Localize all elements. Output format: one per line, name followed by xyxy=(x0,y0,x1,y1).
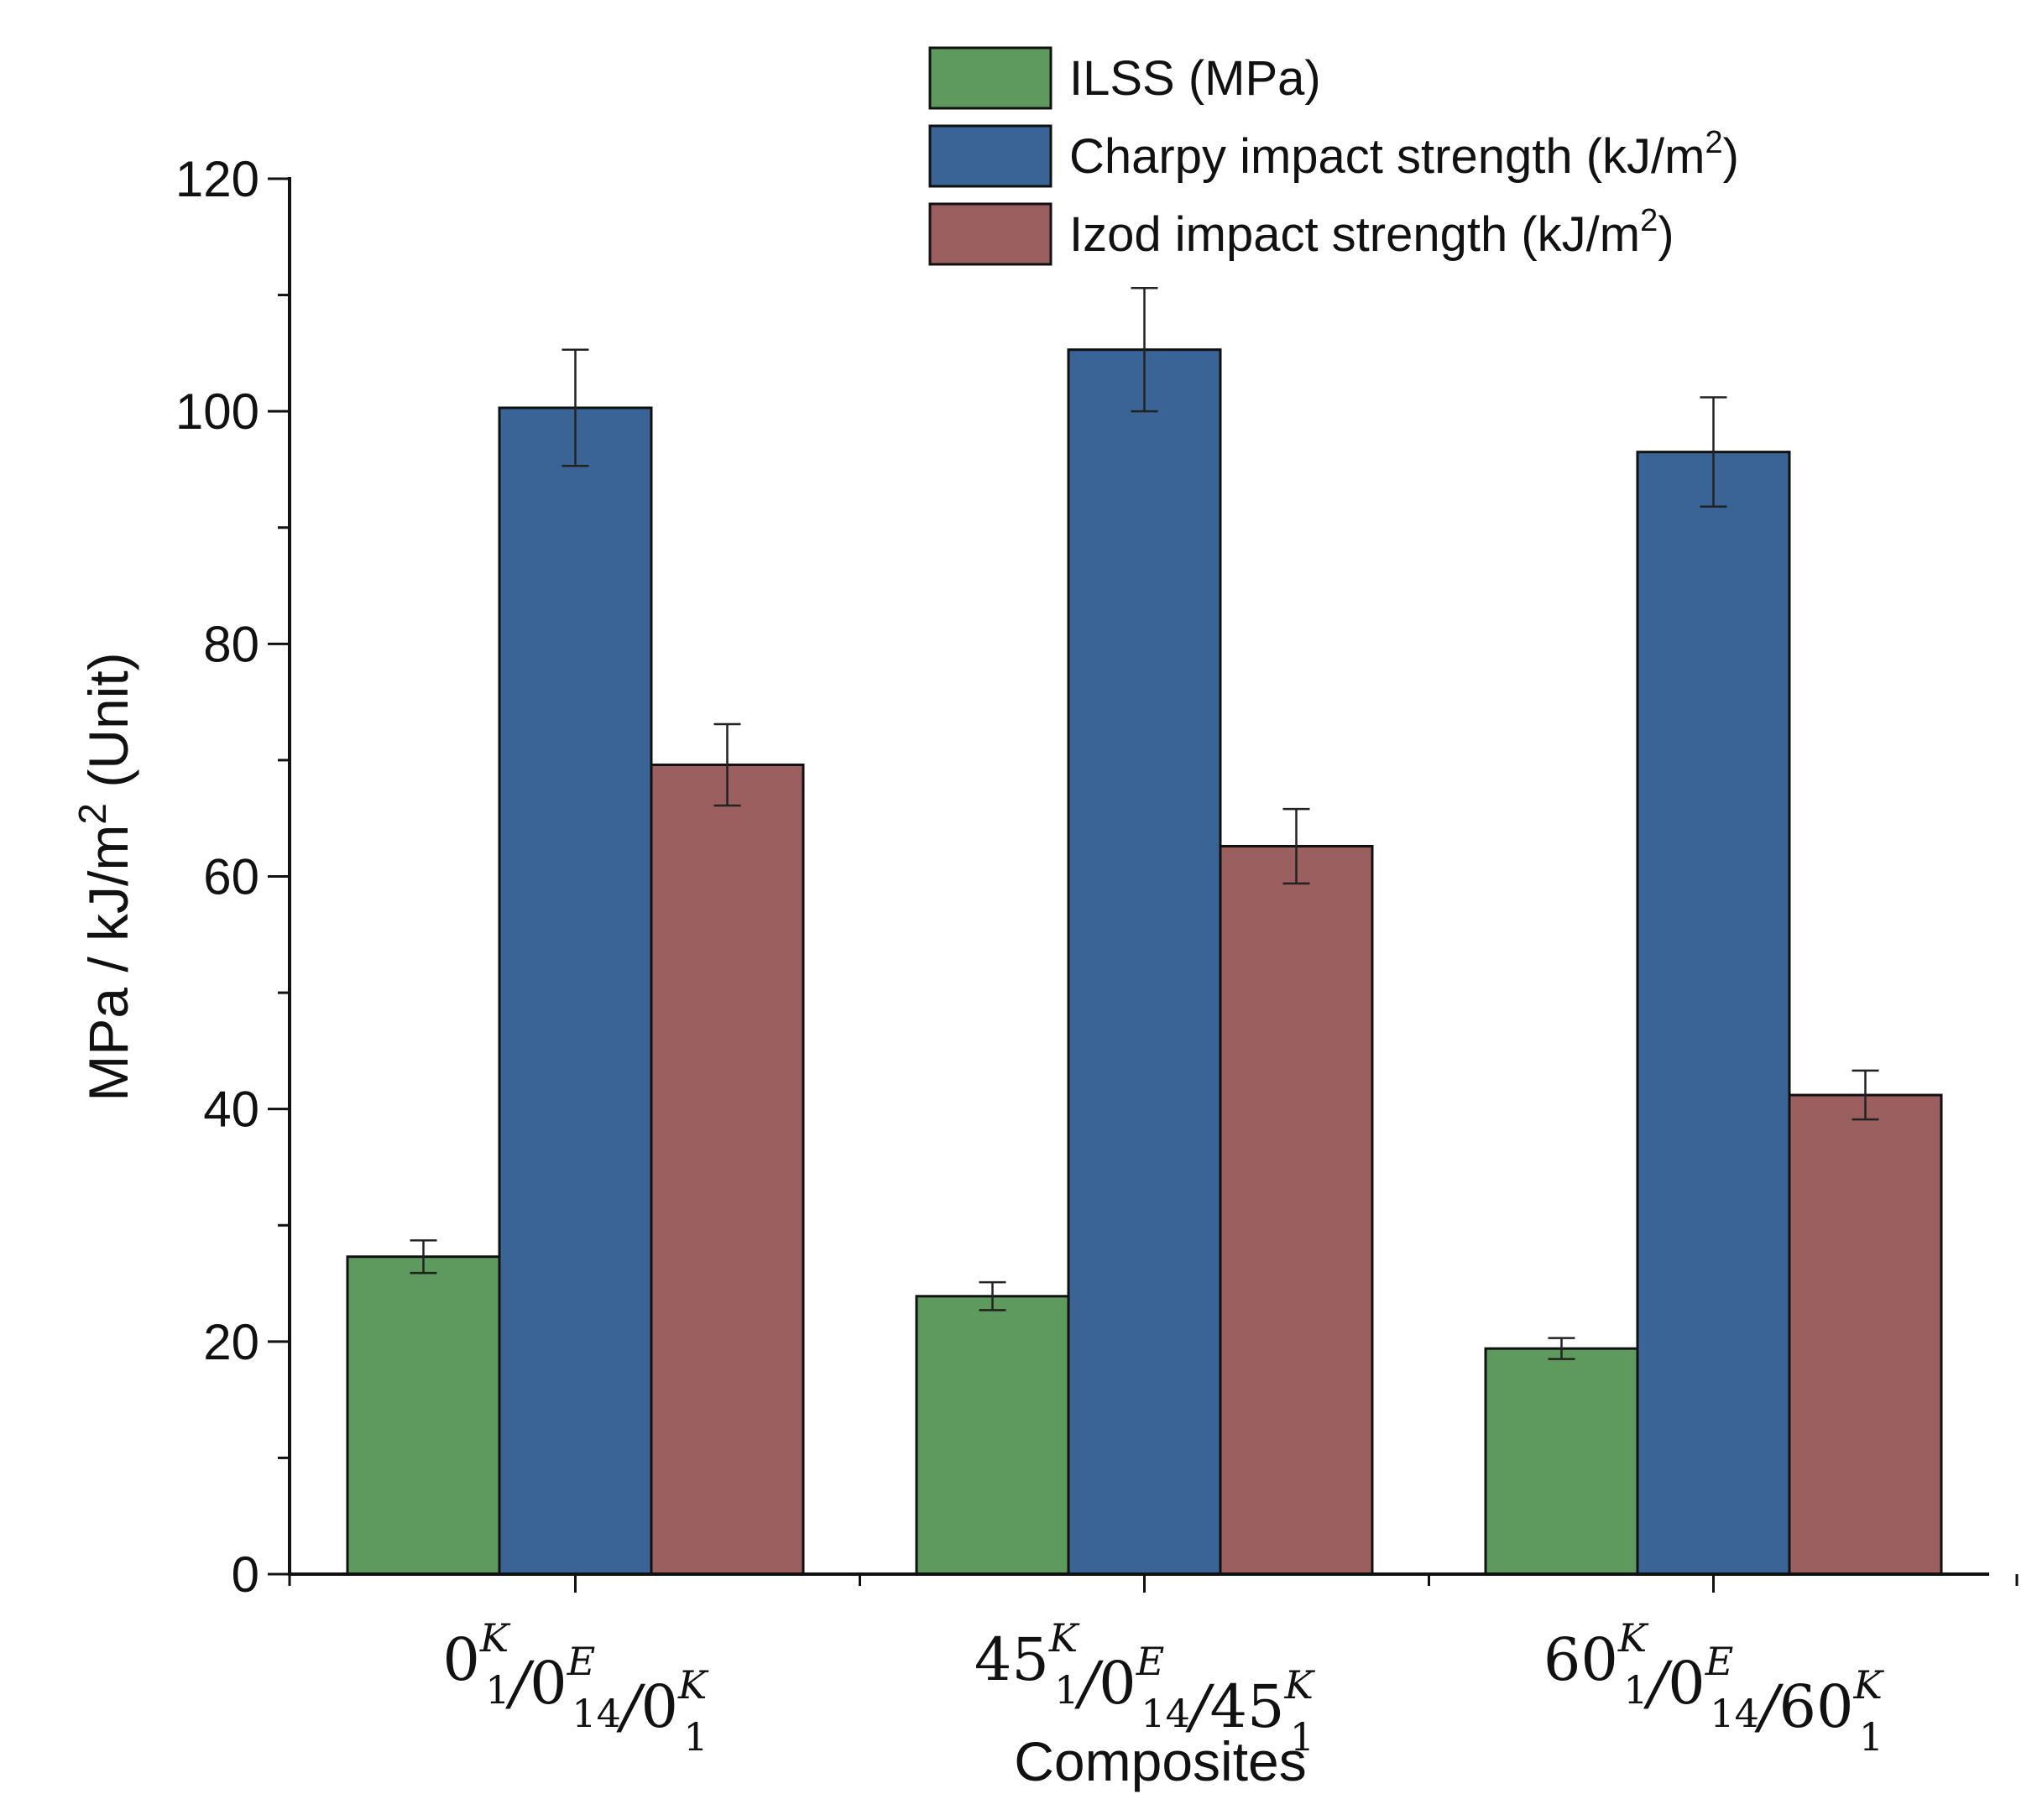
cat-base: 0 xyxy=(530,1649,567,1718)
legend-label-tail: ) xyxy=(1658,207,1674,262)
cat-sup: K xyxy=(1617,1615,1649,1661)
legend-label: Charpy impact strength (kJ/m2) xyxy=(1069,125,1739,184)
bar-charpy-2 xyxy=(1067,348,1222,1576)
y-ticks: 0 20 40 60 80 100 120 xyxy=(175,151,290,1603)
legend: ILSS (MPa)Charpy impact strength (kJ/m2)… xyxy=(928,46,1739,266)
bar-izod-3 xyxy=(1788,1093,1943,1576)
cat-base: 0 xyxy=(442,1625,480,1694)
legend-swatch xyxy=(928,124,1052,188)
cat-sub: 1 xyxy=(1290,1714,1314,1760)
y-tick-label: 40 xyxy=(203,1082,259,1138)
legend-label: Izod impact strength (kJ/m2) xyxy=(1069,203,1674,262)
cat-sub: 1 xyxy=(1859,1714,1883,1760)
cat-sub: 1 xyxy=(1054,1667,1079,1713)
cat-base: 60 xyxy=(1778,1672,1853,1741)
cat-sup: K xyxy=(1048,1615,1080,1661)
y-tick-label: 100 xyxy=(175,383,259,440)
y-axis-title: MPa / kJ/m2 (Unit) xyxy=(71,652,139,1101)
y-tick-label: 0 xyxy=(232,1546,259,1603)
cat-sub: 1 xyxy=(1623,1667,1648,1713)
bars-layer xyxy=(346,348,1943,1576)
y-axis-title-suffix: (Unit) xyxy=(77,652,139,803)
bar-ilss-1 xyxy=(346,1255,501,1576)
cat-sub: 1 xyxy=(683,1714,708,1760)
legend-label-sup: 2 xyxy=(1705,125,1722,160)
legend-label-main: ILSS (MPa) xyxy=(1069,51,1321,106)
y-tick-label: 80 xyxy=(203,616,259,672)
legend-swatch xyxy=(928,202,1052,266)
cat-sup: K xyxy=(677,1662,709,1708)
cat-sub: 14 xyxy=(1710,1691,1759,1736)
cat-sub: 14 xyxy=(572,1691,621,1736)
y-tick-label: 120 xyxy=(175,151,259,207)
cat-base: 45 xyxy=(974,1625,1049,1694)
y-axis-title-sup: 2 xyxy=(71,803,114,825)
y-axis-title-main: MPa / kJ/m xyxy=(77,825,139,1102)
legend-label: ILSS (MPa) xyxy=(1069,51,1321,106)
x-category-label: 0K 1/0E 14/0K 1 xyxy=(442,1615,709,1760)
bar-izod-1 xyxy=(650,763,805,1576)
cat-sub: 14 xyxy=(1141,1691,1190,1736)
bar-charpy-1 xyxy=(498,406,653,1576)
bar-charpy-3 xyxy=(1636,451,1791,1576)
legend-swatch xyxy=(928,46,1052,110)
y-tick-label: 20 xyxy=(203,1314,259,1370)
bar-izod-2 xyxy=(1219,844,1374,1576)
legend-label-tail: ) xyxy=(1723,129,1739,184)
cat-sup: K xyxy=(1853,1662,1885,1708)
bar-ilss-2 xyxy=(915,1295,1070,1576)
cat-sup: E xyxy=(1705,1639,1734,1684)
cat-sup: E xyxy=(1136,1639,1165,1684)
cat-sup: E xyxy=(567,1639,596,1684)
bar-ilss-3 xyxy=(1484,1347,1639,1576)
cat-base: 60 xyxy=(1543,1625,1618,1694)
legend-label-sup: 2 xyxy=(1640,203,1658,238)
cat-sup: K xyxy=(1284,1662,1316,1708)
cat-base: 0 xyxy=(1099,1649,1136,1718)
error-bars-layer xyxy=(410,287,1879,1360)
legend-label-main: Izod impact strength (kJ/m xyxy=(1069,207,1640,262)
x-category-label: 45K 1/0E 14/45K 1 xyxy=(974,1615,1316,1760)
x-ticks xyxy=(288,1574,2019,1593)
cat-sup: K xyxy=(479,1615,511,1661)
cat-base: 0 xyxy=(1668,1649,1705,1718)
cat-base: 0 xyxy=(640,1672,678,1741)
legend-label-main: Charpy impact strength (kJ/m xyxy=(1069,129,1705,184)
x-axis-title: Composites xyxy=(1014,1730,1306,1792)
x-category-label: 60K 1/0E 14/60K 1 xyxy=(1543,1615,1885,1760)
cat-sub: 1 xyxy=(485,1667,509,1713)
cat-base: 45 xyxy=(1209,1672,1284,1741)
y-tick-label: 60 xyxy=(203,849,259,905)
